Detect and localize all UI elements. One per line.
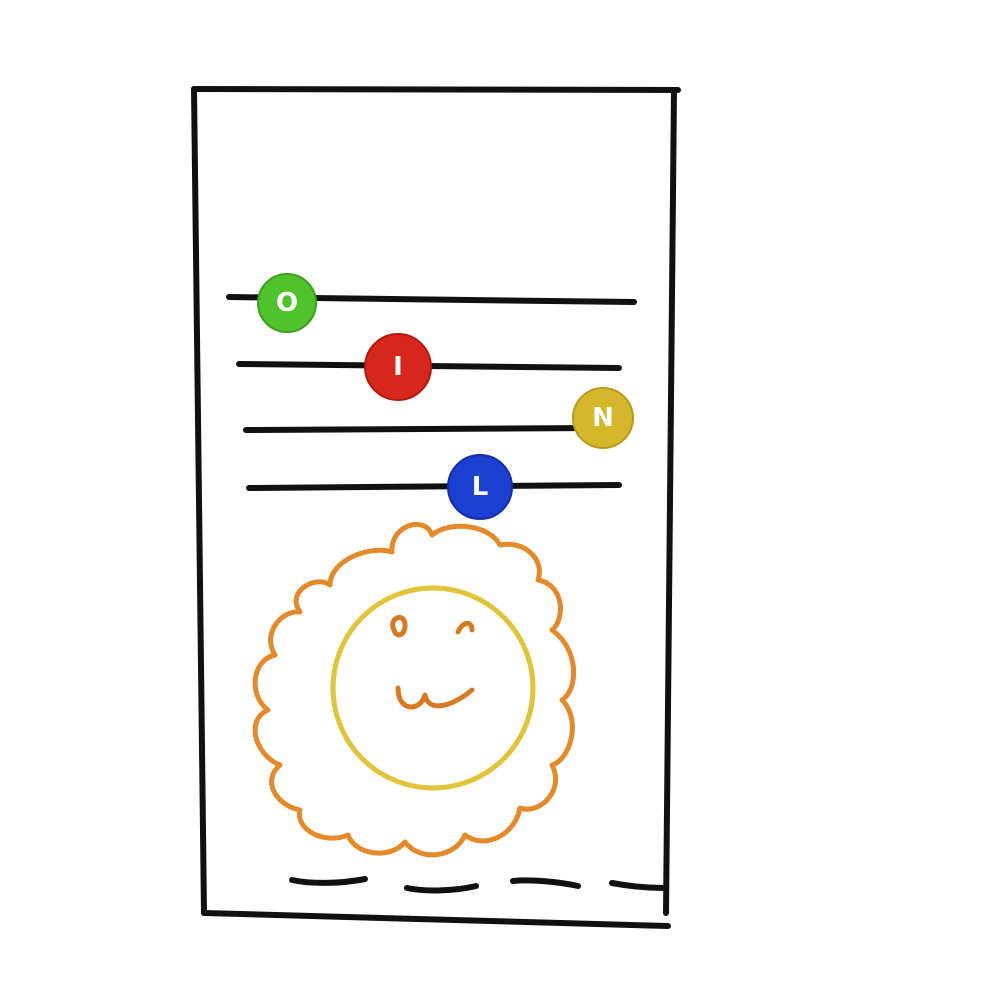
bead-l-letter: L	[472, 472, 489, 502]
rod-4	[246, 482, 622, 491]
lion-doodle	[252, 522, 576, 858]
lion-face	[330, 585, 536, 791]
bottom-dashes	[289, 876, 667, 894]
frame-left-edge	[191, 86, 207, 916]
frame-top-edge	[191, 86, 681, 93]
bead-o-circle	[257, 273, 317, 333]
bead-o: O	[257, 273, 317, 333]
frame-bottom-edge	[201, 910, 671, 929]
dash-2	[404, 883, 479, 894]
bead-n: N	[572, 387, 634, 449]
bead-i: I	[364, 333, 432, 401]
bead-l-circle	[447, 454, 513, 520]
lion-mane	[252, 522, 576, 858]
frame	[191, 86, 681, 929]
dash-3	[510, 877, 581, 889]
lion-right-eye	[455, 621, 475, 635]
beads: O I N L	[257, 273, 634, 520]
bead-n-circle	[572, 387, 634, 449]
bead-n-letter: N	[592, 403, 614, 433]
bead-i-letter: I	[393, 352, 403, 382]
bead-i-circle	[364, 333, 432, 401]
bead-o-letter: O	[276, 288, 298, 318]
dash-4	[609, 880, 667, 891]
bead-l: L	[447, 454, 513, 520]
rod-3	[243, 425, 599, 433]
frame-right-edge	[663, 87, 677, 916]
lion-mouth	[395, 685, 475, 710]
lion-left-eye	[390, 615, 408, 638]
dash-1	[289, 876, 368, 886]
